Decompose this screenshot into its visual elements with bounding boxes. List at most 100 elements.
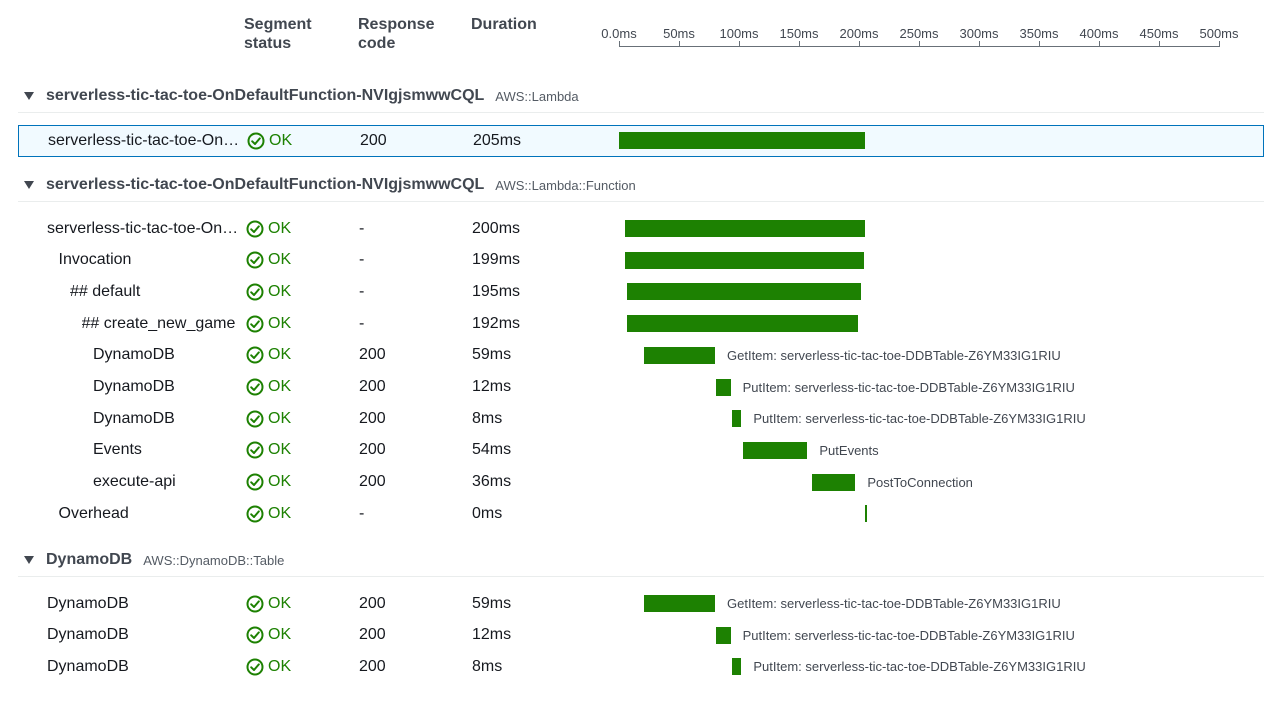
segment-status: OK	[246, 651, 291, 682]
axis-tick-label: 100ms	[719, 26, 759, 41]
timeline-bar[interactable]	[627, 315, 858, 333]
axis-tick-label: 350ms	[1019, 26, 1059, 41]
caret-down-icon[interactable]	[24, 556, 34, 564]
axis-tick	[919, 41, 920, 47]
segment-name: Events	[93, 441, 142, 459]
segment-status-text: OK	[268, 378, 292, 395]
axis-tick	[679, 41, 680, 47]
segment-row[interactable]: ## default OK - 195ms	[18, 276, 1264, 307]
segment-name: DynamoDB	[93, 378, 175, 395]
segment-duration: 200ms	[472, 219, 521, 237]
response-code: -	[359, 314, 365, 332]
axis-tick	[1219, 41, 1220, 47]
segment-group-name: DynamoDB	[46, 551, 133, 568]
axis-tick	[1039, 41, 1040, 47]
axis-tick	[979, 41, 980, 47]
status-ok-icon	[246, 220, 264, 237]
timeline-bar[interactable]	[716, 626, 731, 644]
segment-row[interactable]: execute-api OK 200 36ms	[18, 467, 1264, 498]
segment-row[interactable]: DynamoDB OK 200 12ms	[18, 620, 1264, 651]
group-divider	[18, 576, 1264, 577]
segment-status-text: OK	[268, 219, 292, 237]
timeline-bar[interactable]	[619, 132, 865, 149]
status-ok-icon	[246, 505, 264, 523]
segment-row[interactable]: ## create_new_game OK - 192ms	[18, 308, 1264, 339]
timeline-bar-label: GetItem: serverless-tic-tac-toe-DDBTable…	[727, 596, 1061, 611]
timeline-bar[interactable]	[644, 346, 715, 364]
segment-name: serverless-tic-tac-toe-On…	[47, 219, 239, 237]
status-ok-icon	[246, 595, 264, 612]
segment-group-header[interactable]: DynamoDB AWS::DynamoDB::Table	[24, 548, 284, 572]
timeline-bar-label: PutItem: serverless-tic-tac-toe-DDBTable…	[742, 627, 1075, 643]
response-code: 200	[359, 657, 386, 675]
axis-tick-label: 500ms	[1199, 26, 1239, 41]
timeline-bar[interactable]	[625, 251, 864, 269]
column-header-duration[interactable]: Duration	[471, 16, 537, 33]
status-ok-icon	[246, 626, 264, 644]
segment-status-text: OK	[268, 594, 292, 612]
segment-group-type: AWS::DynamoDB::Table	[143, 552, 285, 568]
segment-status-header-line2: status	[244, 35, 292, 52]
segment-group-type: AWS::Lambda::Function	[495, 177, 636, 193]
status-ok-icon	[246, 378, 264, 396]
status-ok-icon	[246, 441, 264, 459]
segment-status: OK	[246, 276, 291, 307]
timeline-bar-label: PostToConnection	[867, 474, 973, 490]
response-code: 200	[359, 378, 386, 395]
segment-duration: 59ms	[472, 346, 512, 364]
response-code: -	[359, 219, 365, 237]
response-code: -	[359, 251, 365, 269]
segment-status-header-line1: Segment	[244, 16, 312, 33]
timeline-bar[interactable]	[627, 283, 862, 301]
segment-row[interactable]: Overhead OK - 0ms	[18, 498, 1264, 529]
segment-group-header[interactable]: serverless-tic-tac-toe-OnDefaultFunction…	[24, 173, 636, 197]
caret-down-icon[interactable]	[24, 181, 34, 189]
group-divider	[18, 112, 1264, 113]
response-code: -	[359, 504, 365, 522]
segment-duration: 205ms	[473, 132, 522, 149]
axis-tick	[799, 41, 800, 47]
segment-status: OK	[246, 620, 291, 651]
segment-row[interactable]: DynamoDB OK 200 59ms	[18, 588, 1264, 619]
axis-tick	[859, 41, 860, 47]
segment-status: OK	[246, 308, 291, 339]
status-ok-icon	[246, 410, 264, 428]
segment-row[interactable]: DynamoDB OK 200 12ms	[18, 372, 1264, 403]
timeline-bar[interactable]	[812, 473, 856, 491]
timeline-bar[interactable]	[742, 441, 808, 459]
axis-tick-label: 50ms	[663, 26, 695, 41]
response-code-header-line2: code	[358, 35, 396, 52]
segment-status-text: OK	[269, 132, 293, 149]
timeline-bar[interactable]	[625, 220, 865, 237]
segment-status: OK	[246, 213, 291, 244]
segment-duration: 59ms	[472, 594, 512, 612]
timeline-bar[interactable]	[716, 378, 731, 396]
timeline-bar[interactable]	[731, 410, 742, 428]
segment-row[interactable]: DynamoDB OK 200 8ms	[18, 651, 1264, 682]
segment-row[interactable]: DynamoDB OK 200 8ms	[18, 403, 1264, 434]
segment-name: ## create_new_game	[81, 314, 236, 332]
axis-tick	[1159, 41, 1160, 47]
axis-tick-label: 0.0ms	[601, 26, 637, 41]
segment-name: serverless-tic-tac-toe-On…	[48, 132, 240, 149]
timeline-bar[interactable]	[865, 505, 867, 523]
segment-name: DynamoDB	[93, 409, 175, 427]
segment-status-text: OK	[268, 251, 292, 269]
status-ok-icon	[246, 251, 264, 269]
caret-down-icon[interactable]	[24, 92, 34, 100]
segment-name: Overhead	[58, 504, 129, 522]
segment-row[interactable]: serverless-tic-tac-toe-On… OK 200 205ms	[18, 125, 1264, 157]
segment-row[interactable]: Events OK 200 54ms	[18, 435, 1264, 466]
segment-duration: 54ms	[472, 441, 512, 459]
column-header-segment-status[interactable]: Segment status	[244, 15, 312, 53]
segment-row[interactable]: DynamoDB OK 200 59ms	[18, 340, 1264, 371]
response-code: 200	[359, 346, 386, 364]
segment-row[interactable]: serverless-tic-tac-toe-On… OK - 200ms	[18, 213, 1264, 244]
timeline-bar[interactable]	[731, 658, 742, 676]
column-header-response-code[interactable]: Response code	[358, 15, 434, 53]
segment-group-header[interactable]: serverless-tic-tac-toe-OnDefaultFunction…	[24, 84, 579, 108]
timeline-bar-label: GetItem: serverless-tic-tac-toe-DDBTable…	[727, 347, 1061, 363]
axis-tick-label: 400ms	[1079, 26, 1119, 41]
timeline-bar[interactable]	[644, 595, 715, 612]
segment-row[interactable]: Invocation OK - 199ms	[18, 245, 1264, 276]
